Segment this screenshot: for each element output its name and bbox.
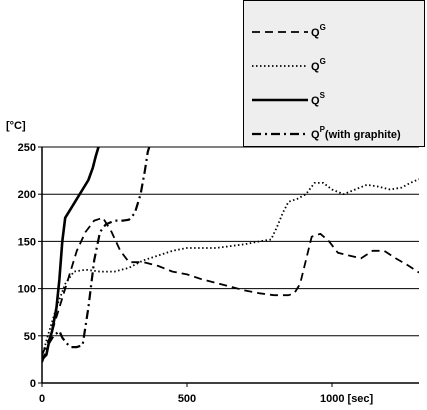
legend-box (243, 0, 425, 147)
series-line-4-dashdot (42, 146, 151, 363)
series-line-3-solid (42, 146, 100, 361)
x-tick-label-1000: 1000 [sec] (320, 393, 374, 405)
y-tick-label-0: 0 (30, 378, 36, 390)
x-tick-label-500: 500 (178, 393, 196, 405)
y-tick-label-200: 200 (18, 189, 36, 201)
series-line-1-dashed (42, 216, 419, 356)
legend-label-2: QG (311, 57, 326, 73)
y-tick-label-50: 50 (24, 331, 36, 343)
axes (41, 147, 419, 384)
legend-label-3: QS (311, 91, 326, 107)
series-layer (42, 146, 419, 363)
legend-label-1: QG (311, 23, 326, 39)
y-tick-label-100: 100 (18, 284, 36, 296)
grid-lines (42, 146, 419, 337)
y-unit-label: [°C] (6, 120, 26, 132)
y-tick-label-150: 150 (18, 236, 36, 248)
x-tick-label-0: 0 (39, 393, 45, 405)
y-tick-label-250: 250 (18, 142, 36, 154)
legend: QG QG QS QP(with graphite) (243, 0, 425, 147)
tick-labels: 0 50 100 150 200 250 0 500 1000 [sec] (18, 142, 374, 405)
legend-label-4: QP(with graphite) (311, 125, 401, 141)
series-line-2-dotted (42, 178, 419, 357)
